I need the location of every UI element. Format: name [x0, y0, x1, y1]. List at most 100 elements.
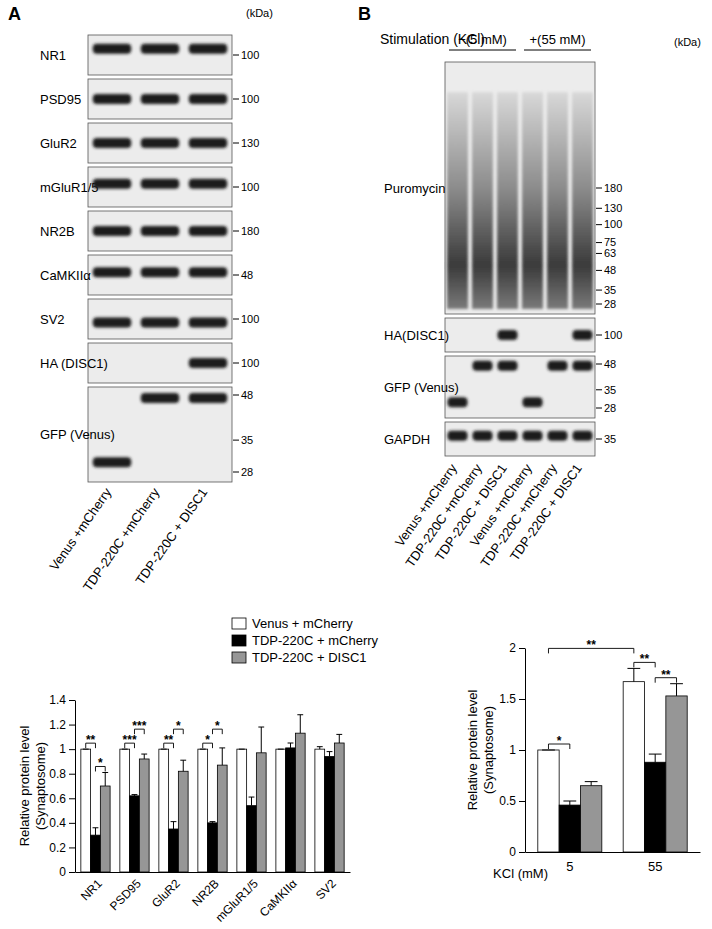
- x-tick: PSD95: [107, 872, 144, 913]
- blot-row-label: PSD95: [40, 92, 81, 107]
- marker-label: 180: [604, 182, 622, 194]
- y-tick-label: 1.4: [49, 693, 66, 707]
- blot-band: [189, 94, 227, 104]
- error-bar: [200, 749, 206, 750]
- marker-tick: [233, 319, 239, 320]
- error-bar: [141, 754, 147, 759]
- lane-label: TDP-220C + DISC1: [507, 461, 585, 563]
- band-group: [93, 393, 227, 467]
- error-bar: [542, 750, 555, 751]
- blot-band: [498, 361, 518, 371]
- marker-label: 35: [604, 384, 616, 396]
- bar: [247, 806, 257, 872]
- error-bar: [83, 749, 89, 750]
- x-tick-label: NR2B: [189, 877, 222, 910]
- y-axis-line: [75, 701, 76, 873]
- band-group: [93, 44, 227, 54]
- bar: [623, 682, 644, 852]
- bar: [538, 750, 559, 852]
- y-tick: 0.4: [49, 816, 75, 830]
- error-bar: [563, 801, 576, 805]
- blot-band: [141, 94, 179, 104]
- blot-band: [473, 361, 493, 371]
- blot-membrane: [88, 343, 232, 383]
- significance-label: **: [164, 733, 174, 747]
- y-axis: 00.20.40.60.811.21.4: [49, 693, 75, 879]
- blot-smear: [447, 92, 468, 309]
- group-underline: [449, 50, 516, 51]
- x-axis-line: [76, 872, 351, 873]
- x-tick-label: GluR2: [149, 876, 183, 910]
- y-tick: 2: [509, 641, 525, 655]
- blot-band: [189, 44, 227, 54]
- blot-band: [573, 361, 593, 371]
- error-bar: [102, 772, 108, 786]
- band-group: [93, 138, 227, 148]
- bar: [286, 748, 296, 872]
- y-tick: 1: [59, 742, 75, 756]
- legend-label: TDP-220C + DISC1: [252, 650, 367, 665]
- bar: [81, 749, 91, 872]
- marker-tick: [233, 99, 239, 100]
- marker-tick: [233, 143, 239, 144]
- y-axis-title: Relative protein level: [465, 690, 480, 811]
- blot-band: [189, 358, 227, 368]
- blot-band: [498, 330, 518, 340]
- y-tick-mark: [69, 872, 75, 873]
- error-bar: [210, 822, 216, 823]
- marker-label: 100: [241, 357, 259, 369]
- y-axis-title: (Synaptosome): [33, 742, 48, 830]
- bar: [217, 765, 227, 872]
- bar: [325, 757, 335, 872]
- plot-area: [538, 668, 687, 852]
- y-tick: 0: [59, 865, 75, 879]
- blot-row-label: GFP (Venus): [40, 427, 115, 442]
- blot-band: [189, 226, 227, 236]
- bar: [334, 743, 344, 872]
- significance-label: **: [86, 733, 96, 747]
- y-tick-label: 0.2: [49, 841, 66, 855]
- y-tick-mark: [69, 823, 75, 824]
- marker-tick: [596, 335, 602, 336]
- bar: [237, 749, 247, 872]
- legend-swatch: [232, 618, 246, 629]
- marker-tick: [596, 242, 602, 243]
- x-tick-label: NR1: [78, 876, 105, 903]
- marker-tick: [596, 208, 602, 209]
- error-bar: [670, 684, 683, 696]
- significance-label: *: [215, 719, 220, 733]
- significance-label: ***: [123, 733, 137, 747]
- blot-smear: [572, 92, 593, 309]
- blot-band: [93, 317, 131, 327]
- blot-band: [189, 138, 227, 148]
- blot-membrane: [88, 123, 232, 163]
- bar: [120, 749, 130, 872]
- chart: 00.20.40.60.811.21.4NR1PSD95GluR2NR2BmGl…: [17, 616, 378, 925]
- blot-band: [448, 431, 468, 441]
- blot-band: [448, 397, 468, 407]
- y-tick-label: 1.5: [499, 692, 516, 706]
- x-tick-label: mGluR1/5: [213, 876, 261, 924]
- blot-row-label: NR1: [40, 48, 66, 63]
- x-tick-label: PSD95: [107, 876, 144, 913]
- significance-label: **: [661, 668, 671, 682]
- legend-entry: TDP-220C + mCherry: [232, 633, 379, 648]
- legend-entry: Venus + mCherry: [232, 616, 353, 631]
- x-tick-label: 55: [648, 859, 662, 874]
- blot-band: [141, 393, 179, 403]
- y-tick: 0: [509, 845, 525, 859]
- band-group: [93, 317, 227, 327]
- plot-area: [81, 715, 344, 872]
- marker-tick: [233, 395, 239, 396]
- marker-label: 100: [241, 49, 259, 61]
- blot-row-label: GFP (Venus): [384, 380, 459, 395]
- error-bar: [336, 734, 342, 743]
- y-tick-label: 0: [509, 845, 516, 859]
- x-tick-label: 5: [566, 859, 573, 874]
- y-tick-label: 1: [59, 742, 66, 756]
- error-bar: [239, 749, 245, 750]
- y-tick: 1.4: [49, 693, 75, 707]
- marker-tick: [233, 472, 239, 473]
- blot-band: [189, 317, 227, 327]
- marker-tick: [596, 439, 602, 440]
